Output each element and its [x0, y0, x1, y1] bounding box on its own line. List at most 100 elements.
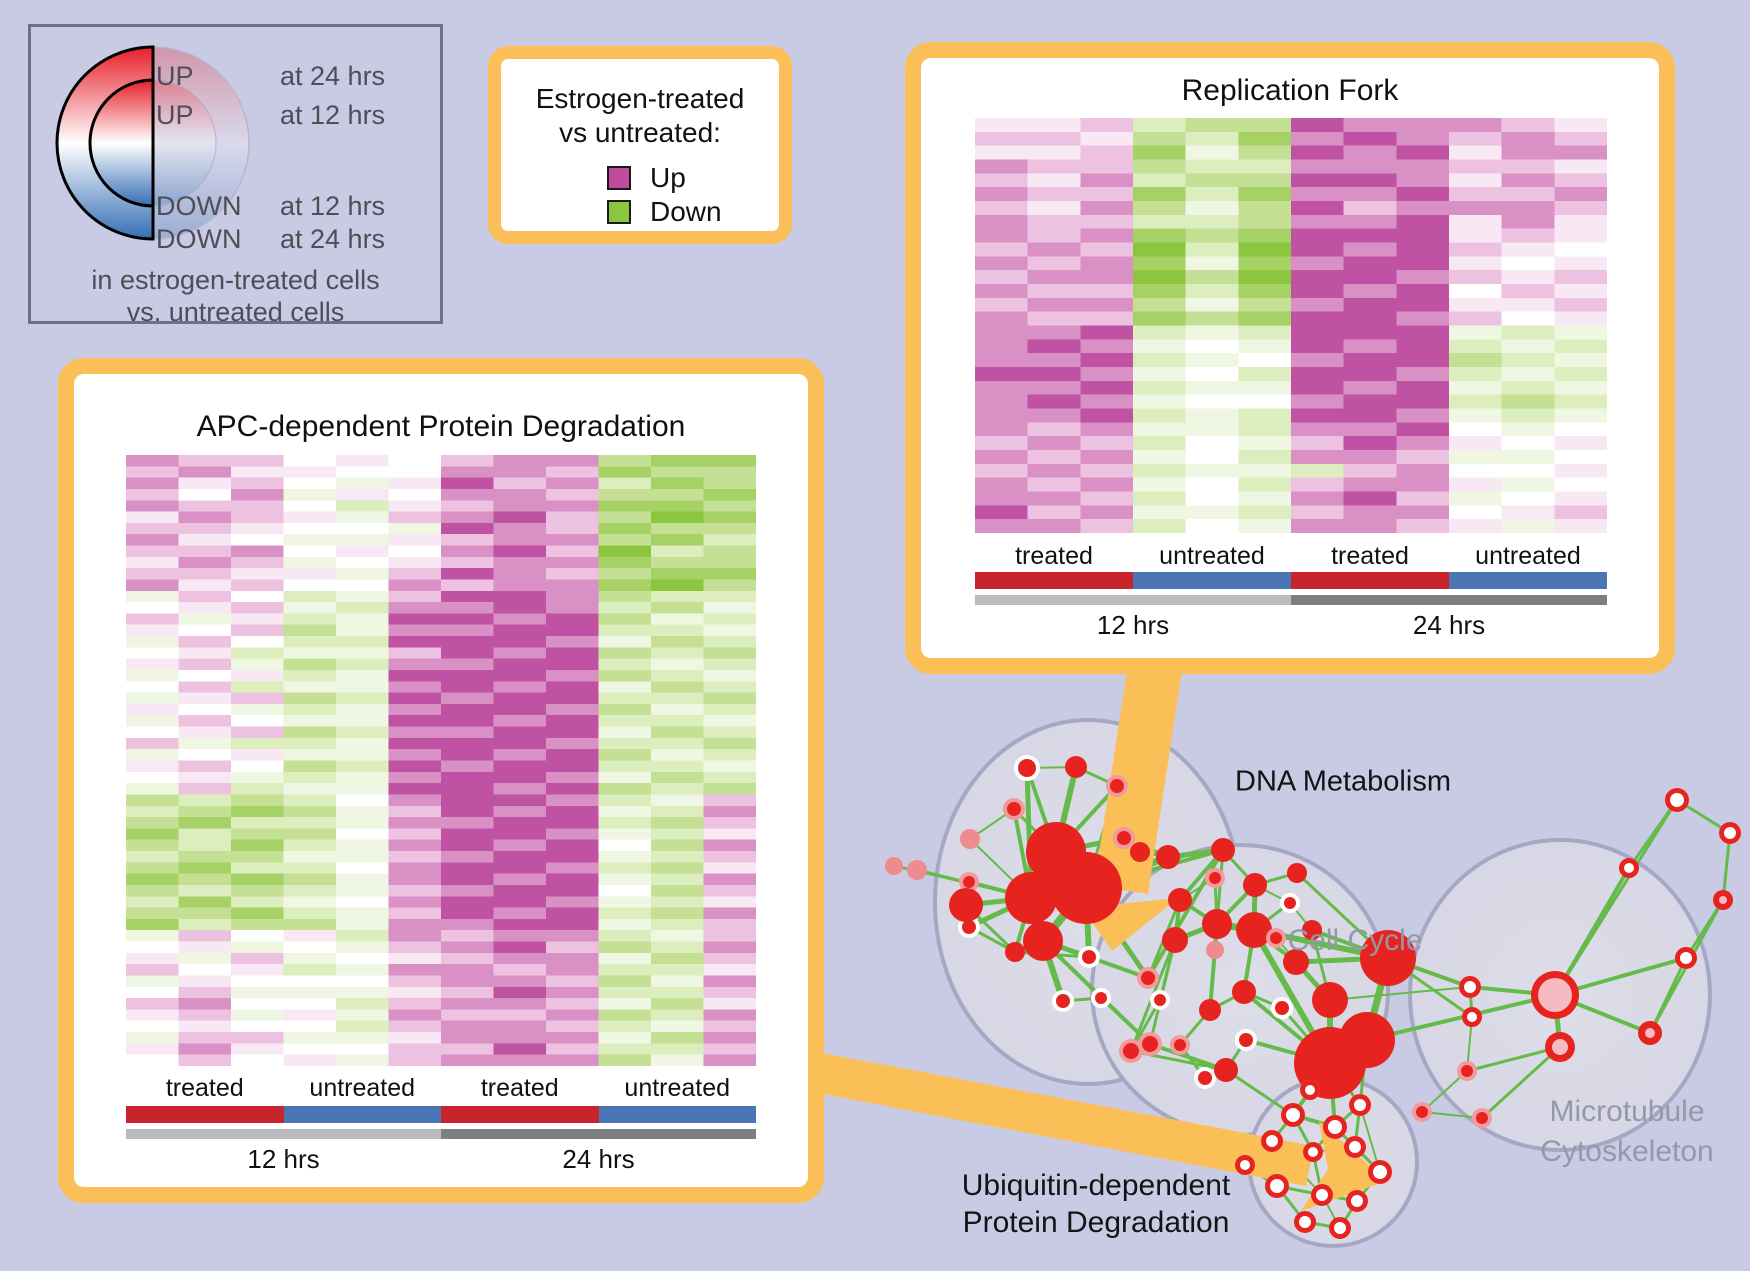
heatmap-cell [1185, 491, 1239, 506]
heatmap-cell [703, 545, 756, 558]
heatmap-cell [1291, 201, 1345, 216]
heatmap-cell [1133, 408, 1187, 423]
heatmap-cell [441, 918, 495, 931]
heatmap-cell [546, 636, 600, 648]
heatmap-cell [1554, 367, 1607, 382]
heatmap-cell [493, 636, 547, 648]
heatmap-cell [283, 964, 337, 977]
heatmap-cell [1133, 491, 1187, 506]
heatmap-cell [1343, 325, 1397, 340]
heatmap-cell [1554, 284, 1607, 299]
heatmap-cell [651, 986, 705, 999]
heatmap-cell [336, 941, 390, 954]
heatmap-cell [651, 918, 705, 931]
heatmap-cell [388, 636, 442, 648]
heatmap-cell [283, 783, 337, 796]
heatmap-cell [388, 647, 442, 660]
heatmap-cell [336, 692, 390, 705]
heatmap-cell [441, 669, 495, 682]
heatmap-cell [283, 998, 337, 1011]
heatmap-cell [388, 918, 442, 931]
heatmap-cell [231, 1020, 285, 1033]
heatmap-cell [703, 737, 756, 750]
heatmap-cell [493, 884, 547, 897]
heatmap-cell [231, 522, 285, 535]
down-12-time: at 12 hrs [280, 191, 386, 221]
heatmap-cell [546, 737, 600, 750]
heatmap-cell [126, 964, 180, 977]
heatmap-cell [126, 749, 180, 762]
outer-circle-24hrs [55, 45, 250, 241]
heatmap-cell [441, 726, 495, 739]
heatmap-cell [493, 1054, 547, 1066]
heatmap-cell [178, 681, 232, 694]
heatmap-cell [126, 805, 180, 818]
heatmap-cell [231, 1009, 285, 1022]
heatmap-cell [598, 975, 652, 988]
network-node-pink [907, 860, 927, 880]
heatmap-cell [388, 1020, 442, 1033]
heatmap-cell [178, 692, 232, 705]
heatmap-cell [336, 783, 390, 796]
heatmap-cell [231, 1043, 285, 1056]
heatmap-cell [126, 556, 180, 569]
heatmap-cell [441, 964, 495, 977]
heatmap-cell [388, 511, 442, 524]
heatmap-cell [1501, 477, 1555, 493]
heatmap-cell [283, 534, 337, 547]
heatmap-cell [336, 511, 390, 524]
heatmap-cell [126, 669, 180, 682]
heatmap-cell [1501, 422, 1555, 437]
heatmap-cell [388, 545, 442, 558]
heatmap-cell [1396, 159, 1450, 174]
network-node-whitering [1082, 950, 1096, 964]
heatmap-cell [598, 930, 652, 943]
heatmap-cell [126, 681, 180, 694]
heatmap-cell [126, 907, 180, 920]
bottom-margin [0, 1271, 1750, 1279]
apc-treatment-bars [126, 1106, 756, 1123]
network-node-red [1065, 756, 1087, 778]
heatmap-cell [1080, 159, 1134, 174]
heatmap-cell [283, 703, 337, 716]
heatmap-cell [703, 466, 756, 479]
heatmap-cell [336, 918, 390, 931]
heatmap-cell [1027, 477, 1081, 493]
network-node-ring [1294, 1211, 1316, 1233]
bar-12hrs [126, 1129, 441, 1139]
network-node-whitering [1198, 1071, 1212, 1085]
heatmap-cell [388, 839, 442, 852]
heatmap-cell [441, 681, 495, 694]
heatmap-cell [178, 500, 232, 513]
heatmap-cell [178, 726, 232, 739]
network-edge [1480, 1045, 1562, 1120]
heatmap-cell [1396, 477, 1450, 493]
heatmap-cell [1185, 145, 1239, 161]
heatmap-cell [441, 647, 495, 660]
heatmap-cell [1133, 450, 1187, 465]
heatmap-cell [283, 1043, 337, 1056]
heatmap-cell [441, 579, 495, 592]
heatmap-cell [598, 817, 652, 829]
heatmap-cell [126, 703, 180, 716]
network-node-red [1211, 838, 1235, 862]
heatmap-cell [1343, 505, 1397, 520]
heatmap-cell [1291, 491, 1345, 506]
heatmap-cell [126, 568, 180, 581]
heatmap-cell [178, 884, 232, 897]
heatmap-cell [651, 545, 705, 558]
heatmap-cell [651, 681, 705, 694]
network-node-pinkcore [1645, 1028, 1655, 1038]
heatmap-cell [1238, 159, 1292, 174]
heatmap-cell [231, 986, 285, 999]
heatmap-cell [651, 726, 705, 739]
heatmap-cell [703, 873, 756, 886]
network-node-ring [1368, 1160, 1392, 1184]
heatmap-cell [1080, 450, 1134, 465]
heatmap-cell [178, 760, 232, 773]
heatmap-cell [703, 828, 756, 841]
network-edge [1684, 898, 1725, 960]
heatmap-cell [336, 760, 390, 773]
heatmap-cell [1396, 201, 1450, 216]
untreated-bar [598, 1106, 756, 1123]
